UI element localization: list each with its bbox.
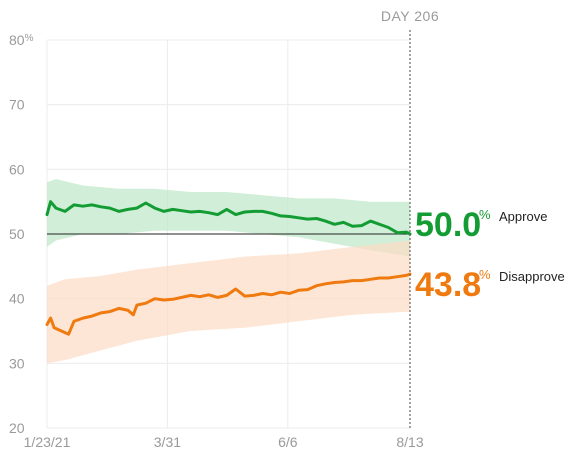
- band-layer: [47, 179, 410, 364]
- series-end-labels: 50.0% Approve 43.8% Disapprove: [415, 206, 565, 304]
- x-tick-label: 8/13: [396, 434, 423, 450]
- approve-final-value: 50.0: [415, 206, 481, 244]
- y-tick-label: 40: [9, 291, 25, 307]
- y-tick-unit: %: [25, 33, 34, 44]
- y-tick-label: 80%: [9, 32, 34, 48]
- disapprove-band: [47, 240, 410, 364]
- line-layer: [45, 200, 412, 336]
- y-tick-label: 50: [9, 226, 25, 242]
- x-tick-label: 3/31: [154, 434, 181, 450]
- y-axis-ticks: 80% 70 60 50 40 30 20: [9, 32, 34, 436]
- approve-band: [47, 179, 410, 257]
- y-tick-label: 60: [9, 161, 25, 177]
- disapprove-line: [45, 272, 412, 336]
- approve-series-label: Approve: [499, 209, 547, 224]
- disapprove-final-value: 43.8: [415, 266, 481, 304]
- day-marker-label: DAY 206: [381, 8, 439, 24]
- x-tick-label: 1/23/21: [24, 434, 71, 450]
- y-tick-label: 70: [9, 97, 25, 113]
- x-axis-ticks: 1/23/21 3/31 6/6 8/13: [24, 434, 424, 450]
- y-tick-label: 30: [9, 355, 25, 371]
- disapprove-series-label: Disapprove: [499, 269, 565, 284]
- y-tick-label: 20: [9, 420, 25, 436]
- approve-line: [45, 200, 412, 236]
- marker-layer: DAY 206: [381, 8, 439, 428]
- x-tick-label: 6/6: [278, 434, 298, 450]
- disapprove-unit: %: [479, 267, 491, 282]
- approve-unit: %: [479, 207, 491, 222]
